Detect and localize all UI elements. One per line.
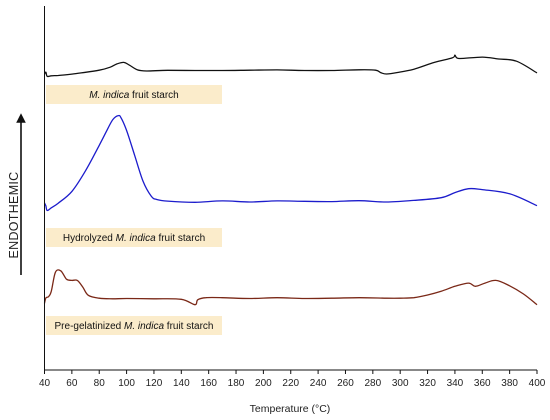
x-tick-label: 160 xyxy=(200,378,217,389)
x-tick-label: 60 xyxy=(66,378,78,389)
curve-label-box xyxy=(46,316,222,335)
dsc-curve-2 xyxy=(43,114,538,212)
curve-labels: M. indica fruit starch Hydrolyzed M. indi… xyxy=(46,85,222,335)
x-tick-label: 220 xyxy=(282,378,299,389)
x-ticks: 40 60 80 100 120 140 160 180 200 220 240 260 280 300 3… xyxy=(39,370,546,389)
curves xyxy=(43,54,538,306)
curve-label: M. indica fruit starch xyxy=(89,90,178,101)
x-tick-label: 200 xyxy=(255,378,272,389)
dsc-curve-1 xyxy=(43,54,538,78)
x-tick-label: 300 xyxy=(392,378,409,389)
curve-label: Hydrolyzed M. indica fruit starch xyxy=(63,233,205,244)
x-tick-label: 400 xyxy=(529,378,546,389)
x-tick-label: 80 xyxy=(94,378,106,389)
curve-label: Pre-gelatinized M. indica fruit starch xyxy=(55,321,214,332)
x-axis-title: Temperature (°C) xyxy=(250,403,331,415)
x-tick-label: 100 xyxy=(118,378,135,389)
x-tick-label: 340 xyxy=(447,378,464,389)
curve-label-box xyxy=(46,85,222,104)
x-tick-label: 380 xyxy=(501,378,518,389)
x-tick-label: 40 xyxy=(39,378,51,389)
x-tick-label: 180 xyxy=(228,378,245,389)
y-axis-title: ENDOTHEMIC xyxy=(7,171,21,258)
dsc-curve-3 xyxy=(43,269,538,306)
x-tick-label: 320 xyxy=(419,378,436,389)
x-tick-label: 240 xyxy=(310,378,327,389)
x-tick-label: 360 xyxy=(474,378,491,389)
curve-label-box xyxy=(46,228,222,247)
x-tick-label: 280 xyxy=(364,378,381,389)
x-tick-label: 260 xyxy=(337,378,354,389)
x-tick-label: 140 xyxy=(173,378,190,389)
x-tick-label: 120 xyxy=(146,378,163,389)
